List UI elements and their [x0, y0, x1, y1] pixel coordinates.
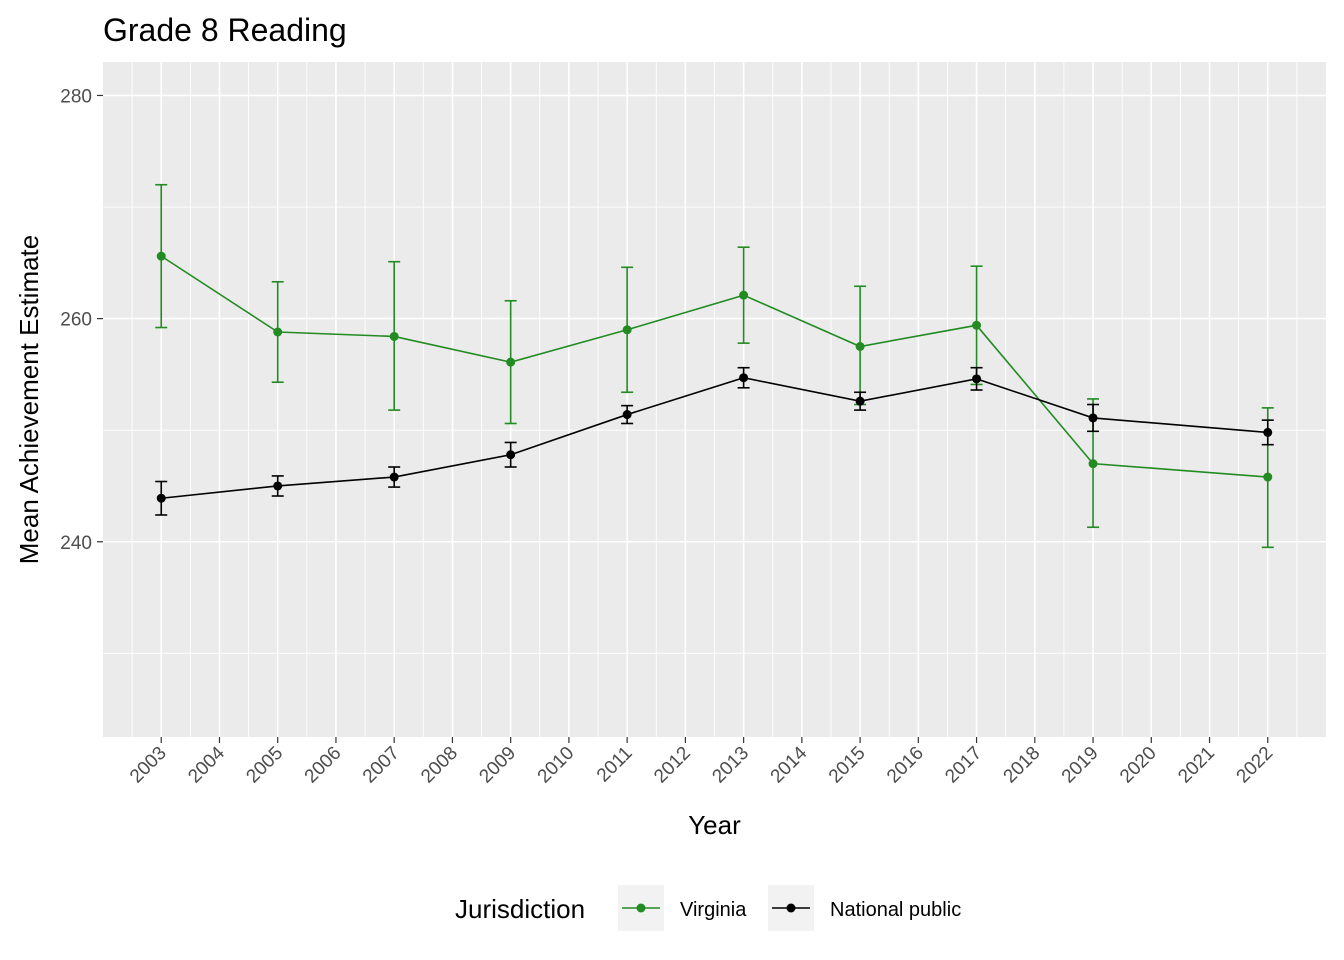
x-tick-label: 2017	[941, 743, 986, 788]
axis-ticks	[97, 94, 1269, 743]
data-point	[972, 320, 982, 330]
legend-key-point	[636, 903, 646, 913]
y-tick-label: 280	[60, 86, 92, 107]
x-tick-label: 2019	[1058, 743, 1103, 788]
x-tick-label: 2006	[301, 743, 346, 788]
series-line	[160, 255, 1268, 478]
data-point	[506, 357, 516, 367]
y-tick-labels: 240 260 280	[60, 86, 92, 553]
x-tick-label: 2007	[359, 743, 404, 788]
data-point	[273, 481, 283, 491]
x-tick-label: 2018	[1000, 743, 1045, 788]
data-point	[273, 327, 283, 337]
x-tick-label: 2022	[1233, 743, 1278, 788]
x-tick-label: 2013	[708, 743, 753, 788]
data-point	[1088, 459, 1098, 469]
legend-title: Jurisdiction	[455, 894, 585, 924]
data-point	[622, 325, 632, 335]
data-point	[1088, 413, 1098, 423]
y-axis-title: Mean Achievement Estimate	[14, 235, 44, 565]
x-tick-label: 2004	[184, 742, 229, 787]
legend-key	[618, 885, 664, 931]
x-tick-label: 2005	[243, 743, 288, 788]
data-point	[156, 251, 166, 261]
legend-key-point	[786, 903, 796, 913]
data-point	[855, 342, 865, 352]
data-point	[739, 373, 749, 383]
grid	[103, 62, 1326, 737]
data-point	[1263, 427, 1273, 437]
x-tick-label: 2021	[1174, 743, 1219, 788]
data-point	[622, 410, 632, 420]
series-virginia	[155, 183, 1274, 549]
x-tick-label: 2010	[534, 743, 579, 788]
data-point	[1263, 472, 1273, 482]
y-tick-label: 260	[60, 310, 92, 331]
x-tick-label: 2003	[126, 743, 171, 788]
data-point	[739, 290, 749, 300]
x-tick-label: 2009	[475, 743, 520, 788]
y-tick-label: 240	[60, 533, 92, 554]
x-tick-label: 2014	[767, 742, 812, 787]
series-layer	[155, 183, 1274, 549]
legend-label: National public	[830, 899, 961, 921]
data-point	[389, 472, 399, 482]
data-point	[855, 396, 865, 406]
series-line	[161, 376, 1268, 500]
data-point	[389, 331, 399, 341]
chart-title: Grade 8 Reading	[103, 12, 347, 48]
data-point	[506, 450, 516, 460]
data-point	[972, 374, 982, 384]
legend: Jurisdiction Virginia National public	[455, 885, 961, 931]
x-tick-labels: 2003 2004 2005 2006 2007 2008 2009 2010 2011 2012…	[126, 742, 1277, 787]
x-tick-label: 2008	[417, 743, 462, 788]
x-tick-label: 2012	[650, 743, 695, 788]
legend-label: Virginia	[680, 899, 747, 921]
series-national-public	[155, 366, 1274, 516]
x-tick-label: 2016	[883, 743, 928, 788]
legend-key	[768, 885, 814, 931]
x-tick-label: 2020	[1116, 743, 1161, 788]
x-tick-label: 2011	[593, 743, 637, 787]
x-tick-label: 2015	[825, 743, 870, 788]
data-point	[156, 493, 166, 503]
x-axis-title: Year	[688, 810, 741, 840]
